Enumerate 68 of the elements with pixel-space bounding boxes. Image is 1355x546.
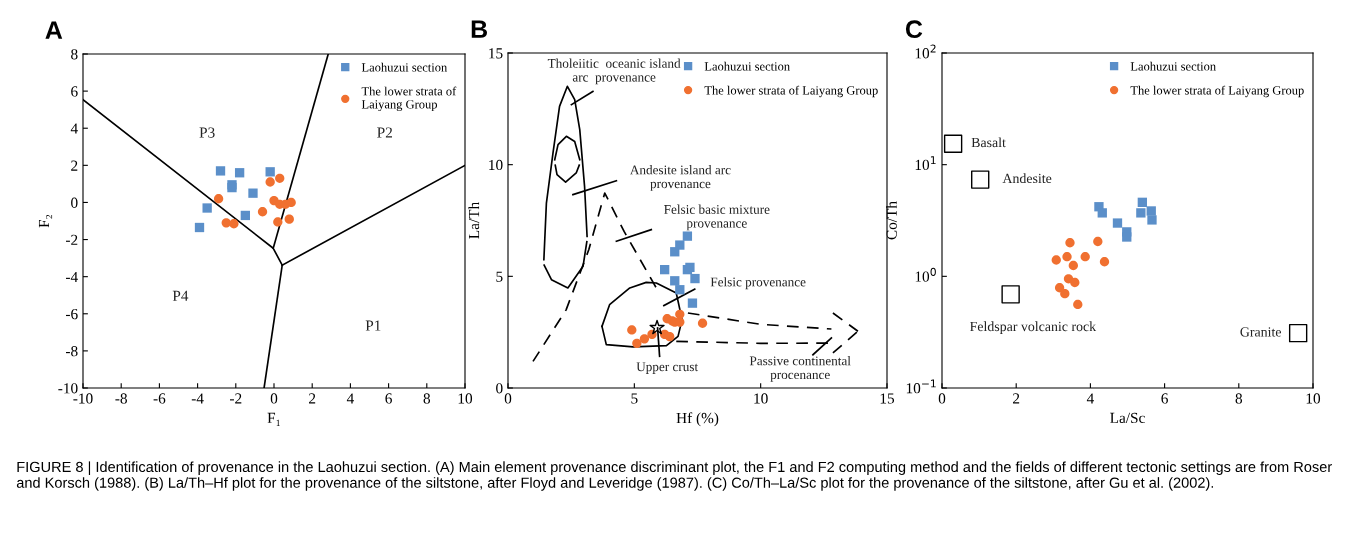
x-tick-label: 0 xyxy=(270,393,278,404)
annotation: Felsic basic mixture provenance xyxy=(664,204,770,231)
y-tick-label: 10 xyxy=(489,159,503,171)
y-tick-label: 8 xyxy=(71,49,78,60)
x-tick-label: -2 xyxy=(230,393,242,404)
x-tick-label: -8 xyxy=(115,393,127,404)
y-tick-label: 2 xyxy=(71,160,78,171)
annotation: Granite xyxy=(1240,327,1282,337)
x-tick-label: 6 xyxy=(385,393,392,404)
annotation: Passive continental procenance xyxy=(749,356,851,382)
y-axis-title: La/Th xyxy=(468,202,480,239)
caption: FIGURE 8 | Identification of provenance in the Laohuzui section. (A) Main element provenance discriminant plot, the F1 and F2 computing method and the fields of different tectonic settings are from Roser and Korsch (1988). (B) La/Th–Hf plot for the provenance of the siltstone, after Floyd and Leveridge (1987). (C) Co/Th–La/Sc plot for the provenance of the siltstone, after Gu et al. (2002). xyxy=(16,461,1332,491)
x-tick-label: 2 xyxy=(1013,393,1020,404)
y-tick-label: 10$^{−1}$ xyxy=(906,379,936,394)
x-axis-title: Hf (%) xyxy=(676,412,719,427)
y-tick-label: -6 xyxy=(65,308,78,320)
legend-label: Laohuzui section xyxy=(361,62,448,72)
x-tick-label: 6 xyxy=(1161,393,1168,404)
x-tick-label: 10 xyxy=(1306,393,1321,404)
annotation: Andesite xyxy=(1002,173,1052,184)
x-tick-label: 0 xyxy=(938,393,946,404)
x-axis-title: F₁ xyxy=(267,412,280,426)
x-tick-label: 15 xyxy=(880,393,895,404)
x-tick-label: -6 xyxy=(153,393,166,404)
y-axis-title: Co/Th xyxy=(886,201,897,240)
legend-label: The lower strata of Laiyang Group xyxy=(1130,85,1304,98)
x-tick-label: 0 xyxy=(504,393,512,404)
chart-title: B xyxy=(471,20,488,38)
x-tick-label: 4 xyxy=(1086,393,1094,404)
annotation: Tholeiitic oceanic island arc provenance xyxy=(547,58,681,85)
legend-label: Laohuzui section xyxy=(1130,61,1216,71)
annotation: Basalt xyxy=(971,137,1006,148)
y-tick-label: 0 xyxy=(71,197,78,208)
y-tick-label: 0 xyxy=(496,383,503,394)
annotation: Felsic provenance xyxy=(710,277,806,290)
y-axis-title: F₂ xyxy=(38,214,53,228)
y-tick-label: 4 xyxy=(70,123,78,134)
legend-label: The lower strata of Laiyang Group xyxy=(704,85,878,98)
x-tick-label: 2 xyxy=(309,393,316,404)
annotation: Upper crust xyxy=(636,362,699,374)
y-tick-label: -10 xyxy=(58,383,78,394)
annotation: P4 xyxy=(172,290,189,301)
x-tick-label: 5 xyxy=(631,393,638,404)
y-tick-label: 10$^{1}$ xyxy=(915,156,936,171)
y-tick-label: -8 xyxy=(65,346,78,357)
y-tick-label: 5 xyxy=(496,271,503,282)
legend-label: Laohuzui section xyxy=(704,61,790,71)
y-tick-label: -2 xyxy=(65,234,78,245)
x-tick-label: -4 xyxy=(191,393,204,404)
annotation: P2 xyxy=(377,127,393,138)
x-tick-label: 8 xyxy=(1235,393,1243,404)
legend-label: The lower strata of Laiyang Group xyxy=(361,86,457,112)
annotation: P1 xyxy=(365,320,381,331)
y-tick-label: -4 xyxy=(65,271,78,282)
annotation: Andesite island arc provenance xyxy=(630,165,731,191)
y-tick-label: 10$^{2}$ xyxy=(915,44,936,59)
y-tick-label: 6 xyxy=(71,86,78,97)
annotation: P3 xyxy=(199,127,215,138)
x-axis-title: La/Sc xyxy=(1110,412,1145,424)
chart-title: C xyxy=(905,20,923,39)
y-tick-label: 10$^{0}$ xyxy=(915,267,936,282)
x-tick-label: 4 xyxy=(346,393,354,404)
annotation: Feldspar volcanic rock xyxy=(970,321,1097,334)
x-tick-label: 10 xyxy=(754,393,768,404)
x-tick-label: 8 xyxy=(423,393,431,404)
x-tick-label: 10 xyxy=(458,393,473,404)
chart-title: A xyxy=(45,21,63,39)
y-tick-label: 15 xyxy=(489,48,503,59)
